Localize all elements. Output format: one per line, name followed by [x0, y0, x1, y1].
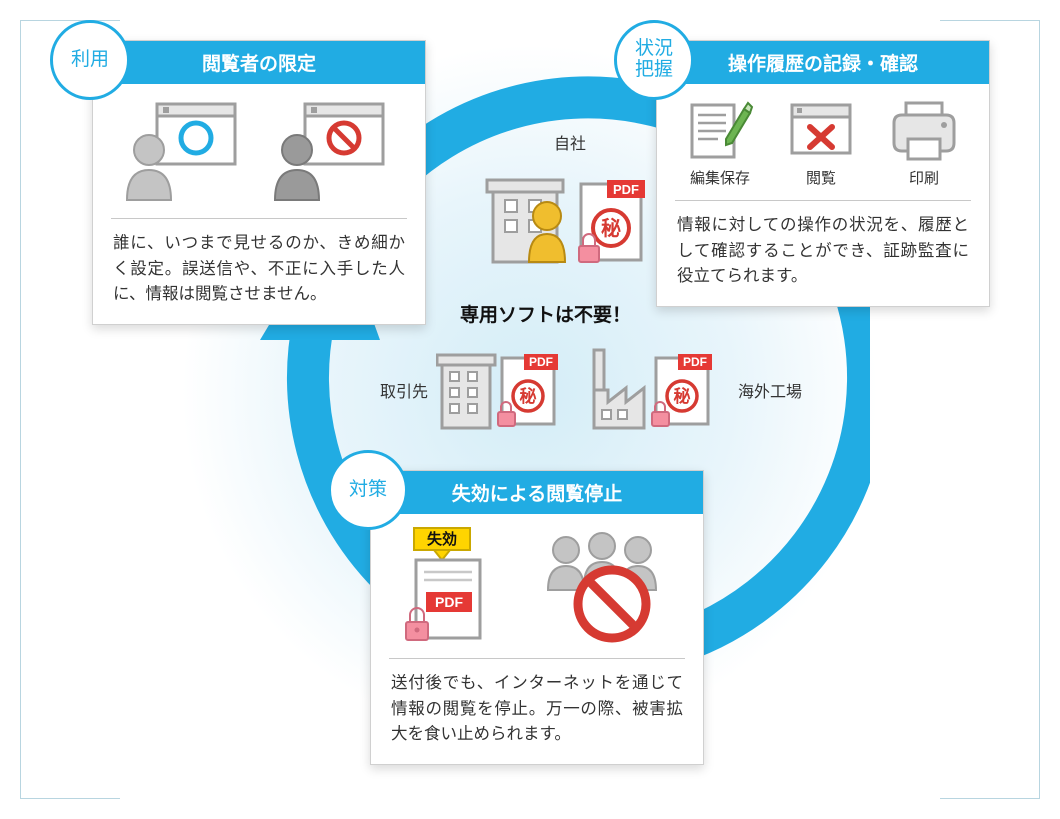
- svg-text:PDF: PDF: [613, 182, 639, 197]
- svg-text:PDF: PDF: [435, 594, 463, 610]
- usage-badge-label: 利用: [71, 50, 109, 71]
- company-building-icon: PDF 秘: [485, 154, 655, 274]
- revoke-badge: 対策: [328, 450, 408, 530]
- view-deny-label: 閲覧: [806, 167, 836, 188]
- center-caption: 専用ソフトは不要！: [460, 300, 631, 327]
- status-badge: 状況 把握: [614, 20, 694, 100]
- printer-icon: [888, 99, 960, 163]
- svg-text:秘: 秘: [674, 386, 691, 406]
- center-factory-label: 海外工場: [738, 378, 802, 402]
- status-badge-label: 状況 把握: [635, 39, 673, 81]
- status-card: 操作履歴の記録・確認 編集保存: [656, 40, 990, 307]
- center-partner-label: 取引先: [380, 378, 428, 402]
- center-self: 自社 PDF 秘: [485, 130, 655, 274]
- partner-building-icon: PDF 秘: [436, 340, 576, 440]
- diagram-root: 自社 PDF 秘 専用: [0, 0, 1060, 819]
- svg-text:秘: 秘: [520, 386, 537, 406]
- revoke-badge-label: 対策: [349, 480, 387, 501]
- edit-save-icon: [686, 99, 754, 163]
- usage-illustration: [93, 84, 425, 214]
- revoke-desc: 送付後でも、インターネットを通じて情報の閲覧を停止。万一の際、被害拡大を食い止め…: [371, 663, 703, 764]
- expired-pdf-icon: 失効 PDF: [392, 526, 502, 646]
- center-partner: 取引先 PDF 秘: [380, 340, 580, 440]
- status-divider: [675, 200, 971, 201]
- status-title: 操作履歴の記録・確認: [657, 41, 989, 84]
- status-desc: 情報に対しての操作の状況を、履歴として確認することができ、証跡監査に役立てられま…: [657, 205, 989, 306]
- view-deny-icon: [788, 99, 854, 163]
- revoke-title: 失効による閲覧停止: [371, 471, 703, 514]
- factory-icon: PDF 秘: [590, 340, 730, 440]
- usage-divider: [111, 218, 407, 219]
- svg-text:失効: 失効: [427, 530, 457, 548]
- edit-save-col: 編集保存: [686, 99, 754, 188]
- usage-card: 閲覧者の限定 誰に、いつまで見せるのか、きめ細かく設定。誤送信や: [92, 40, 426, 325]
- center-factory: PDF 秘 海外工場: [590, 340, 820, 440]
- edit-save-label: 編集保存: [690, 167, 750, 188]
- usage-badge: 利用: [50, 20, 130, 100]
- viewer-limit-icon: [119, 96, 399, 206]
- printer-label: 印刷: [909, 167, 939, 188]
- view-deny-col: 閲覧: [788, 99, 854, 188]
- blocked-group-icon: [532, 526, 682, 646]
- center-self-label: 自社: [485, 130, 655, 154]
- revoke-card: 失効による閲覧停止 失効 PDF: [370, 470, 704, 765]
- svg-text:PDF: PDF: [529, 355, 553, 369]
- svg-text:秘: 秘: [601, 216, 621, 240]
- printer-col: 印刷: [888, 99, 960, 188]
- revoke-illustration: 失効 PDF: [371, 514, 703, 654]
- revoke-divider: [389, 658, 685, 659]
- status-icons-row: 編集保存 閲覧 印刷: [657, 84, 989, 196]
- usage-desc: 誰に、いつまで見せるのか、きめ細かく設定。誤送信や、不正に入手した人に、情報は閲…: [93, 223, 425, 324]
- usage-title: 閲覧者の限定: [93, 41, 425, 84]
- svg-text:PDF: PDF: [683, 355, 707, 369]
